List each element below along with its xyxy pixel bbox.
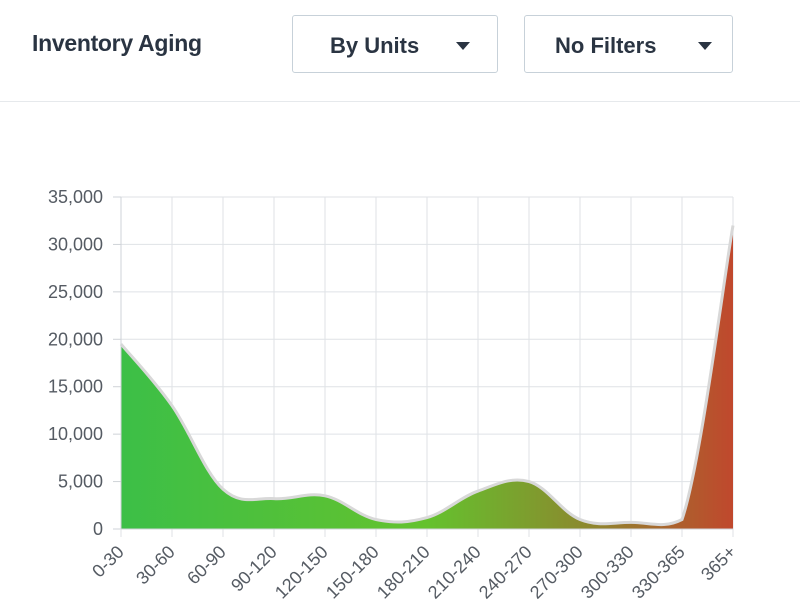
header-bar: Inventory Aging By Units No Filters [0, 0, 800, 102]
y-tick-label: 30,000 [48, 234, 103, 254]
x-tick-label: 180-210 [373, 542, 434, 600]
y-tick-label: 20,000 [48, 329, 103, 349]
area-line [119, 225, 735, 527]
data-point-90-120 [272, 497, 276, 501]
data-point-300-330 [629, 520, 633, 524]
y-tick-label: 0 [93, 519, 103, 539]
filters-dropdown[interactable]: No Filters [524, 15, 733, 73]
x-tick-label: 150-180 [322, 542, 383, 600]
data-point-270-300 [578, 518, 582, 522]
x-tick-label: 60-90 [183, 542, 230, 589]
data-point-330-365 [680, 518, 684, 522]
data-point-210-240 [476, 489, 480, 493]
y-tick-label: 10,000 [48, 424, 103, 444]
x-tick-label: 365+ [697, 542, 740, 585]
y-tick-label: 15,000 [48, 377, 103, 397]
area-series [119, 223, 735, 529]
x-tick-label: 240-270 [475, 542, 536, 600]
y-tick-label: 25,000 [48, 282, 103, 302]
x-tick-label: 120-150 [271, 542, 332, 600]
x-tick-label: 0-30 [88, 542, 128, 582]
data-point-120-150 [323, 494, 327, 498]
data-point-240-270 [527, 480, 531, 484]
filters-dropdown-label: No Filters [555, 33, 657, 58]
x-tick-label: 30-60 [132, 542, 179, 589]
data-point-30-60 [170, 404, 174, 408]
data-point-365+ [731, 223, 735, 227]
data-point-150-180 [374, 518, 378, 522]
y-tick-label: 5,000 [58, 472, 103, 492]
x-tick-label: 330-365 [628, 542, 689, 600]
data-point-180-210 [425, 516, 429, 520]
chevron-down-icon [456, 42, 470, 50]
units-dropdown[interactable]: By Units [292, 15, 498, 73]
page-title: Inventory Aging [32, 30, 202, 56]
data-point-60-90 [221, 487, 225, 491]
x-tick-label: 300-330 [577, 542, 638, 600]
chevron-down-icon [698, 42, 712, 50]
y-axis: 0 5,000 10,000 15,000 20,000 25,000 30,000 35,0… [48, 187, 122, 539]
area-fill [121, 225, 733, 529]
x-tick-label: 210-240 [424, 542, 485, 600]
x-axis: 0-30 30-60 60-9090-120120-150150-180180-21… [88, 528, 740, 600]
units-dropdown-label: By Units [330, 33, 420, 58]
x-tick-label: 270-300 [526, 542, 587, 600]
y-tick-label: 35,000 [48, 187, 103, 207]
